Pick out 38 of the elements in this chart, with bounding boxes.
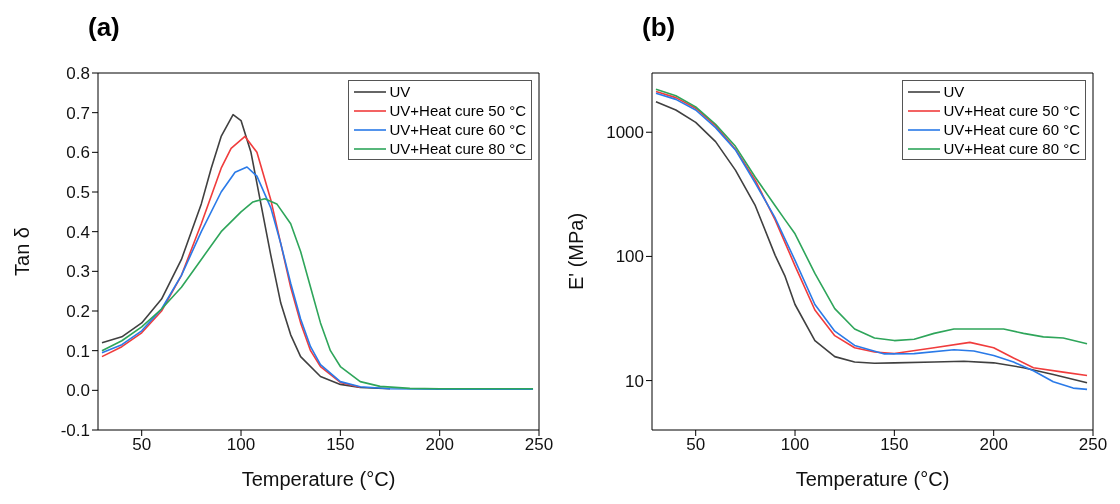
x-tick-label: 50 (132, 435, 152, 455)
x-tick-label: 250 (1078, 435, 1108, 455)
x-tick-label: 200 (979, 435, 1008, 455)
legend-label: UV (943, 82, 965, 101)
y-tick-label: 0.1 (66, 341, 90, 361)
y-tick-label: 0.7 (66, 103, 90, 123)
x-tick-label: 100 (780, 435, 810, 455)
x-tick-label: 200 (425, 435, 454, 455)
y-tick-label: 0.2 (66, 302, 90, 322)
legend-label: UV+Heat cure 60 °C (389, 120, 526, 139)
y-axis-title: E' (MPa) (565, 212, 588, 291)
x-tick-label: 50 (686, 435, 706, 455)
x-tick-label: 150 (880, 435, 909, 455)
legend-label: UV+Heat cure 60 °C (943, 120, 1080, 139)
x-tick-label: 100 (226, 435, 256, 455)
y-tick-label: 100 (615, 247, 644, 267)
chart-title: (a) (88, 12, 120, 43)
legend-label: UV+Heat cure 50 °C (943, 101, 1080, 120)
x-axis-title: Temperature (°C) (241, 468, 396, 490)
legend-label: UV+Heat cure 80 °C (943, 139, 1080, 158)
line-series (101, 135, 362, 388)
y-tick-label: 0.8 (66, 64, 90, 84)
legend-label: UV+Heat cure 50 °C (389, 101, 526, 120)
y-axis-title: Tan δ (11, 227, 34, 276)
chart-title: (b) (642, 12, 676, 43)
x-tick-label: 250 (524, 435, 554, 455)
y-tick-label: -0.1 (60, 421, 90, 441)
x-axis-title: Temperature (°C) (795, 468, 950, 490)
y-tick-label: 10 (625, 371, 644, 391)
legend-label: UV (389, 82, 411, 101)
y-tick-label: 0.6 (66, 143, 90, 163)
y-tick-label: 0.0 (66, 381, 90, 401)
x-tick-label: 150 (326, 435, 355, 455)
y-tick-label: 0.5 (66, 183, 90, 203)
y-tick-label: 0.3 (66, 262, 90, 282)
y-tick-label: 1000 (606, 123, 644, 143)
legend-label: UV+Heat cure 80 °C (389, 139, 526, 158)
y-tick-label: 0.4 (66, 222, 90, 242)
